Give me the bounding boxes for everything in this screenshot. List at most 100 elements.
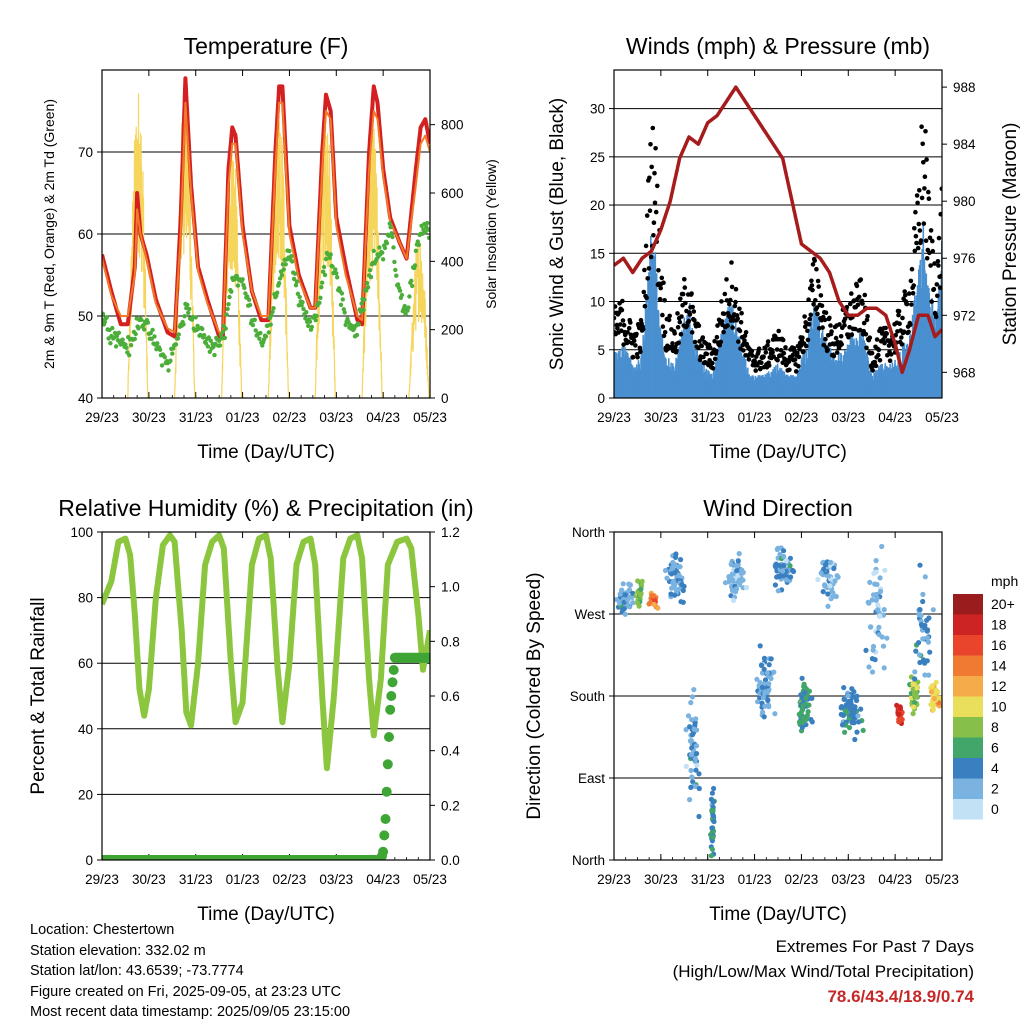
y-axis-label: Direction (Colored By Speed)	[524, 572, 545, 819]
dewpoint-point	[342, 310, 347, 315]
wind-direction-point	[664, 575, 670, 581]
gust-point	[648, 142, 653, 147]
gust-point	[924, 157, 929, 162]
gust-point	[814, 266, 819, 272]
gust-point	[786, 359, 792, 364]
wind-direction-point	[922, 574, 928, 580]
gust-point	[614, 304, 618, 309]
gust-point	[714, 348, 719, 354]
dewpoint-point	[127, 353, 132, 358]
dewpoint-point	[168, 358, 173, 363]
gust-point	[820, 325, 825, 330]
wind-direction-point	[809, 719, 815, 725]
y-tick-label: 100	[70, 525, 93, 540]
wind-direction-point	[711, 818, 717, 825]
wind-direction-point	[845, 693, 851, 699]
wind-direction-point	[734, 568, 740, 574]
gust-point	[739, 310, 744, 316]
y-tick-label: 0	[85, 853, 93, 868]
dewpoint-point	[380, 257, 386, 262]
dewpoint-point	[110, 325, 115, 331]
dewpoint-point	[206, 335, 211, 340]
temperature-panel: Temperature (F) Time (Day/UTC) 29/23 30/23 3…	[41, 33, 499, 463]
dewpoint-point	[403, 311, 408, 317]
gust-point	[722, 291, 728, 297]
dewpoint-point	[380, 250, 385, 255]
gust-point	[928, 263, 933, 268]
gust-point	[640, 326, 646, 332]
wind-direction-point	[693, 716, 699, 722]
dewpoint-point	[387, 221, 392, 226]
gust-point	[822, 317, 828, 323]
gust-point	[909, 302, 914, 307]
wind-direction-point	[852, 707, 858, 713]
x-tick-label: 02/23	[273, 872, 307, 887]
gust-point	[652, 170, 657, 176]
y-right-tick-label: 400	[441, 254, 464, 269]
dewpoint-point	[328, 252, 333, 257]
gust-point	[870, 368, 875, 373]
wind-direction-point	[781, 553, 787, 560]
dewpoint-point	[102, 311, 106, 316]
dewpoint-point	[300, 300, 305, 305]
y-tick-label: 60	[78, 227, 93, 242]
gust-point	[730, 325, 735, 330]
gust-point	[626, 325, 632, 331]
gust-point	[617, 322, 623, 327]
dewpoint-point	[279, 273, 285, 278]
dewpoint-point	[124, 345, 129, 350]
gust-point	[831, 353, 837, 359]
gust-point	[910, 290, 916, 296]
gust-point	[707, 345, 713, 350]
gust-point	[715, 323, 720, 328]
wind-direction-point	[916, 611, 922, 618]
y-tick-label: 15	[590, 246, 605, 261]
dewpoint-point	[281, 267, 286, 272]
wind-direction-point	[671, 578, 677, 585]
gust-point	[908, 322, 913, 328]
wind-direction-point	[783, 558, 789, 564]
wind-direction-point	[839, 704, 845, 710]
chart-title: Wind Direction	[703, 495, 853, 521]
y-right-tick-label: 800	[441, 118, 464, 133]
wind-direction-point	[688, 784, 694, 791]
wind-direction-point	[809, 695, 815, 702]
dewpoint-point	[382, 245, 388, 251]
wind-direction-point	[736, 551, 742, 557]
y-tick-label: 25	[590, 150, 605, 165]
gust-point	[914, 240, 919, 246]
wind-direction-point	[855, 713, 861, 719]
dewpoint-point	[289, 254, 294, 259]
wind-direction-point	[849, 686, 855, 692]
wind-direction-point	[685, 713, 692, 719]
x-tick-label: 29/23	[85, 410, 119, 425]
wind-direction-point	[839, 722, 846, 728]
dewpoint-point	[187, 306, 192, 312]
dewpoint-point	[293, 283, 299, 288]
dewpoint-point	[217, 343, 223, 348]
gust-point	[647, 175, 652, 181]
gust-point	[796, 354, 802, 360]
gust-point	[630, 354, 636, 360]
gust-point	[884, 331, 889, 336]
gust-point	[729, 260, 734, 265]
y-right-tick-label: 1.0	[441, 580, 460, 595]
wind-direction-point	[799, 675, 805, 681]
gust-point	[921, 160, 926, 165]
chart-title: Winds (mph) & Pressure (mb)	[626, 33, 930, 59]
wind-direction-point	[762, 677, 769, 683]
gust-point	[876, 347, 882, 353]
wind-direction-point	[768, 675, 774, 682]
wind-direction-point	[917, 607, 923, 613]
dewpoint-point	[362, 297, 367, 302]
dewpoint-point	[142, 327, 147, 332]
y-right-axis-label: Solar Insolation (Yellow)	[483, 159, 499, 309]
x-tick-label: 29/23	[597, 872, 631, 887]
wind-direction-point	[775, 588, 781, 594]
wind-direction-point	[835, 574, 841, 580]
gust-point	[653, 146, 658, 151]
rainfall-point	[379, 830, 390, 841]
gust-point	[675, 325, 681, 330]
wind-direction-point	[851, 720, 857, 726]
rainfall-point	[384, 732, 394, 742]
